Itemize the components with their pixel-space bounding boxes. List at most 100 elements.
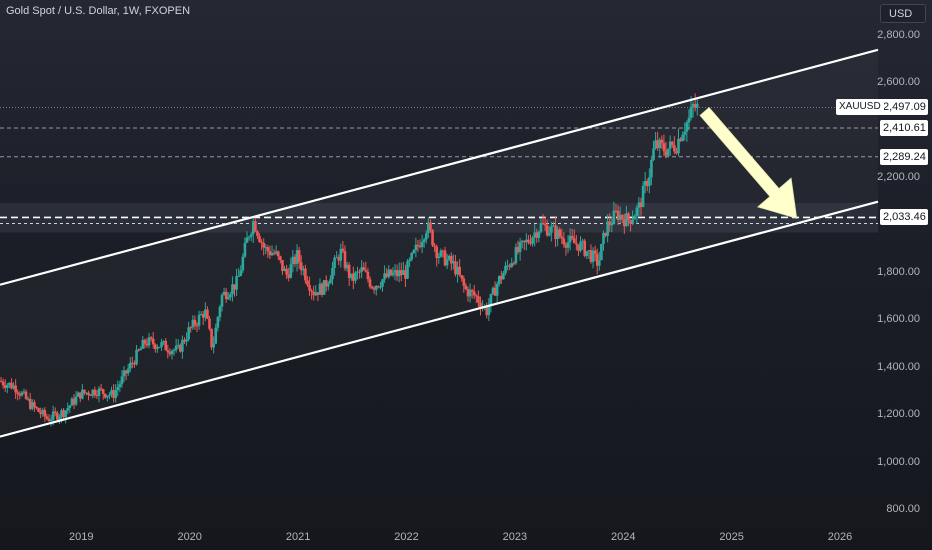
currency-button[interactable]: USD (880, 4, 926, 23)
candle-body (231, 284, 234, 295)
candle-body (114, 390, 117, 398)
candle-body (139, 348, 143, 351)
candle-body (589, 250, 593, 262)
candle-body (131, 362, 134, 364)
candle-body (274, 251, 278, 254)
candle-body (216, 317, 220, 328)
candle-body (458, 266, 461, 276)
candle-body (93, 389, 97, 396)
candle-body (512, 263, 516, 265)
candle-body (604, 232, 607, 236)
candle-body (53, 411, 57, 413)
candle-body (276, 251, 280, 257)
candle-body (449, 255, 453, 264)
candle-body (306, 280, 309, 285)
candle-body (283, 268, 286, 271)
candle-body (268, 251, 272, 256)
candle-body (85, 392, 88, 394)
candle-body (320, 283, 324, 295)
candle-body (433, 245, 436, 247)
candle-body (254, 221, 257, 232)
candle-body (635, 207, 639, 217)
candle-body (191, 319, 195, 328)
candle-body (58, 416, 61, 420)
candle-body (264, 247, 268, 249)
candle-body (124, 370, 128, 374)
candle-body (28, 398, 32, 409)
candle-body (654, 140, 657, 149)
candle-body (616, 210, 620, 221)
candle-body (687, 117, 691, 123)
candle-body (627, 213, 630, 221)
candle-body (14, 385, 17, 393)
candle-body (289, 264, 293, 278)
candle-body (558, 229, 561, 237)
candle-body (356, 271, 359, 273)
candle-body (293, 256, 297, 264)
candle-body (160, 342, 163, 347)
candle-body (301, 268, 305, 271)
candle-body (170, 350, 174, 355)
y-axis-tick-label: 2,600.00 (877, 76, 920, 89)
candle-body (452, 261, 455, 264)
candle-body (120, 376, 124, 385)
candle-body (695, 103, 699, 108)
price-axis-label: 2,410.61 (880, 119, 928, 136)
candle-body (287, 274, 291, 278)
candle-body (566, 242, 570, 248)
x-axis-tick-label: 2022 (394, 531, 419, 543)
channel-lower-line (0, 200, 879, 438)
candle-body (545, 225, 549, 236)
y-axis-tick-label: 800.00 (886, 503, 920, 516)
candle-body (291, 256, 295, 265)
candle-body (151, 338, 155, 345)
candle-body (158, 346, 161, 348)
candle-body (91, 389, 95, 396)
candle-body (237, 275, 240, 277)
candle-body (485, 306, 489, 316)
candle-body (479, 302, 482, 309)
candle-body (389, 269, 393, 276)
candle-body (470, 289, 474, 292)
candle-body (189, 327, 193, 329)
x-axis-tick-label: 2023 (502, 531, 528, 543)
candle-body (393, 270, 397, 273)
candle-body (568, 235, 572, 243)
candle-body (475, 295, 478, 297)
candle-body (410, 252, 413, 260)
candle-body (531, 237, 534, 244)
candle-body (251, 221, 255, 235)
candle-body (168, 352, 172, 355)
candle-body (310, 290, 313, 292)
candle-body (133, 363, 136, 365)
candle-body (335, 257, 338, 259)
candle-body (97, 388, 101, 396)
candle-body (437, 256, 441, 259)
candle-body (243, 242, 247, 257)
candle-body (318, 283, 322, 295)
candle-body (381, 279, 384, 287)
candle-body (668, 141, 672, 149)
candle-body (239, 270, 243, 276)
candle-body (126, 368, 130, 374)
candle-body (650, 160, 653, 178)
candle-body (141, 339, 145, 349)
candle-body (83, 389, 86, 394)
candle-body (266, 247, 270, 252)
candle-body (70, 398, 74, 406)
candle-body (37, 408, 40, 412)
candle-body (662, 143, 666, 152)
candle-body (260, 241, 263, 243)
candle-body (349, 273, 353, 279)
candle-body (295, 250, 299, 264)
candle-body (395, 270, 399, 277)
candle-body (385, 273, 388, 277)
candle-body (0, 380, 3, 382)
candle-body (429, 222, 432, 231)
candle-body (506, 265, 509, 267)
candle-body (89, 395, 92, 397)
candle-body (49, 419, 53, 422)
candle-body (78, 392, 82, 399)
